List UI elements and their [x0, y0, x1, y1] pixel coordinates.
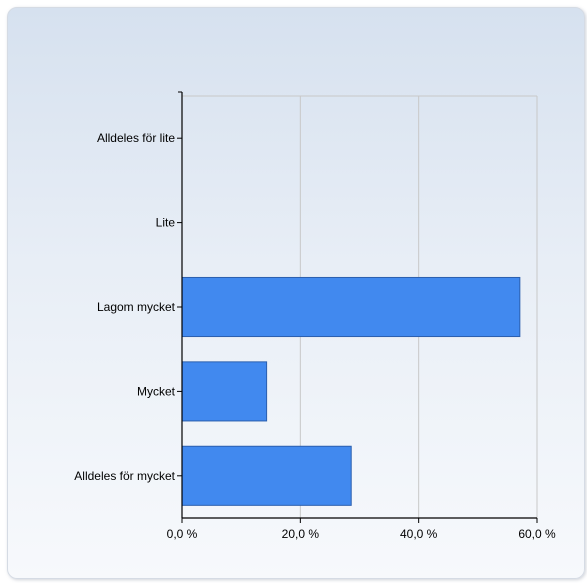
bar: [181, 276, 521, 338]
labels: 0,0 % 20,0 % 40,0 % 60,0 % Alldeles för lite…: [74, 131, 556, 541]
category-label: Alldeles för lite: [97, 131, 175, 145]
bars: [181, 276, 521, 506]
bar: [181, 445, 352, 506]
x-tick-label: 40,0 %: [400, 527, 438, 541]
x-tick-label: 20,0 %: [282, 527, 320, 541]
bar: [181, 361, 268, 422]
category-label: Lagom mycket: [97, 300, 176, 314]
category-label: Lite: [156, 216, 176, 230]
x-tick-label: 60,0 %: [518, 527, 556, 541]
category-label: Mycket: [137, 384, 176, 398]
category-label: Alldeles för mycket: [74, 469, 175, 483]
x-tick-label: 0,0 %: [167, 527, 198, 541]
axes: [177, 91, 538, 523]
